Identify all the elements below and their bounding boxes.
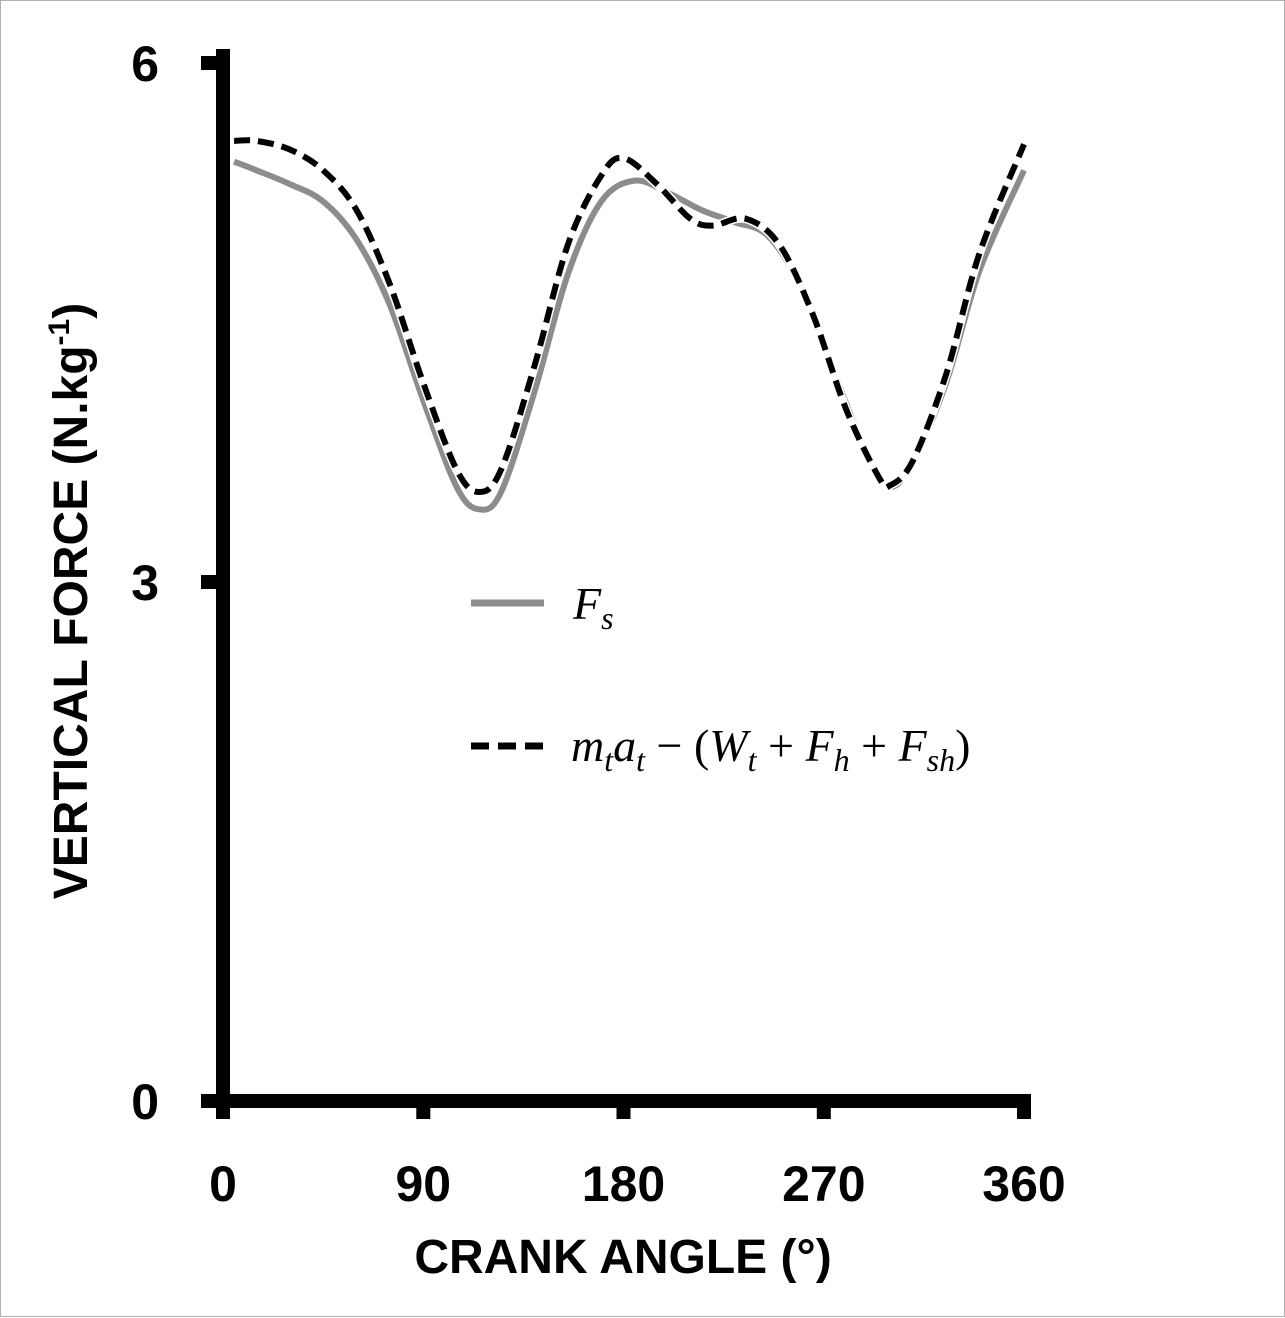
y-tick-1	[201, 575, 223, 589]
x-tick-3	[816, 1101, 831, 1119]
series-line-1	[233, 137, 1027, 495]
y-tick-label-0: 0	[131, 1074, 159, 1130]
y-tick-0	[201, 1094, 223, 1108]
legend-label-balance: mtat − (Wt + Fh + Fsh)	[571, 720, 970, 778]
axes-layer	[216, 49, 1031, 1116]
x-tick-label-1: 90	[395, 1156, 451, 1212]
ticks-layer	[201, 56, 1031, 1119]
y-tick-label-2: 6	[131, 36, 159, 92]
y-axis-title-superscript: -1	[43, 319, 76, 346]
y-axis-title-main: VERTICAL FORCE (N.kg	[45, 345, 98, 899]
x-tick-2	[616, 1101, 631, 1119]
x-axis-title: CRANK ANGLE (°)	[414, 1231, 831, 1284]
x-tick-label-2: 180	[582, 1156, 665, 1212]
x-tick-1	[416, 1101, 431, 1119]
tick-labels-layer: 0 90 180 270 360 0 3 6	[131, 36, 1066, 1212]
legend-label-fs: Fs	[572, 578, 614, 636]
x-tick-4	[1017, 1101, 1031, 1119]
series-halo-1	[233, 135, 1029, 497]
x-tick-label-0: 0	[209, 1156, 237, 1212]
legend: Fs mtat − (Wt + Fh + Fsh)	[471, 578, 970, 778]
series-line-0	[232, 158, 1027, 513]
y-axis-title: VERTICAL FORCE (N.kg-1)	[43, 303, 98, 899]
series-layer	[232, 135, 1029, 513]
x-tick-label-3: 270	[782, 1156, 865, 1212]
x-tick-label-4: 360	[982, 1156, 1065, 1212]
y-tick-2	[201, 56, 223, 70]
y-tick-label-1: 3	[131, 555, 159, 611]
y-axis-title-close: )	[45, 303, 98, 319]
